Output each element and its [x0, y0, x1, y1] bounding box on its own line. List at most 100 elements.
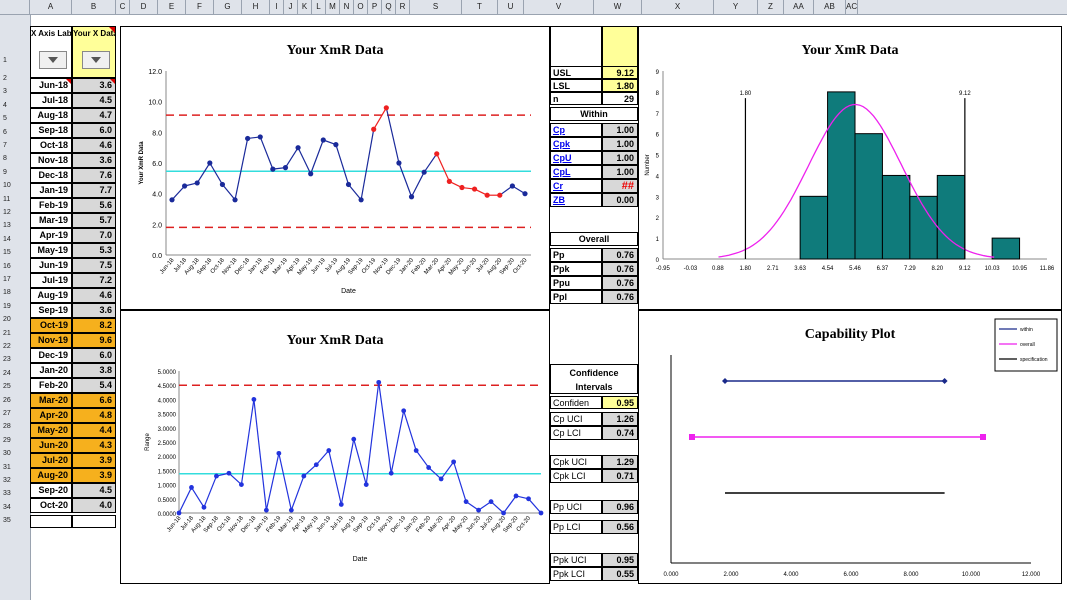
range-chart-panel[interactable]: Your XmR Data 0.0000 0.5000 1.0000 1.5000 2.… [120, 310, 550, 584]
value-cell[interactable]: 6.0 [72, 123, 116, 138]
row-header-33[interactable]: 33 [3, 490, 11, 498]
row-header-24[interactable]: 24 [3, 369, 11, 377]
row-header-13[interactable]: 13 [3, 222, 11, 230]
value-cell[interactable]: 5.7 [72, 213, 116, 228]
date-cell[interactable]: Dec-19 [30, 348, 72, 363]
date-cell[interactable]: Nov-18 [30, 153, 72, 168]
usl-value[interactable]: 9.12 [602, 66, 638, 79]
date-cell[interactable]: May-20 [30, 423, 72, 438]
column-header-N[interactable]: N [340, 0, 354, 14]
date-cell[interactable]: Jun-19 [30, 258, 72, 273]
date-cell[interactable]: Jan-20 [30, 363, 72, 378]
date-cell[interactable]: Jul-20 [30, 453, 72, 468]
date-cell[interactable]: Mar-19 [30, 213, 72, 228]
date-cell[interactable]: Sep-19 [30, 303, 72, 318]
value-cell[interactable]: 5.6 [72, 198, 116, 213]
date-cell[interactable]: Jun-18 [30, 78, 72, 93]
stat-label-cpu[interactable]: CpU [550, 151, 602, 165]
value-cell[interactable]: 3.8 [72, 363, 116, 378]
row-header-29[interactable]: 29 [3, 436, 11, 444]
row-header-31[interactable]: 31 [3, 463, 11, 471]
row-header-26[interactable]: 26 [3, 396, 11, 404]
row-header-7[interactable]: 7 [3, 142, 7, 149]
empty-value-cell[interactable] [72, 515, 116, 528]
value-cell[interactable]: 4.6 [72, 138, 116, 153]
individuals-chart-panel[interactable]: Your XmR Data 0.0 2.0 4.0 6.0 8.0 10.0 12.0 Jun… [120, 26, 550, 310]
row-header-27[interactable]: 27 [3, 410, 11, 417]
date-cell[interactable]: Dec-18 [30, 168, 72, 183]
value-cell[interactable]: 4.5 [72, 93, 116, 108]
date-cell[interactable]: Jul-18 [30, 93, 72, 108]
row-header-34[interactable]: 34 [3, 503, 11, 511]
value-cell[interactable]: 7.0 [72, 228, 116, 243]
row-header-4[interactable]: 4 [3, 101, 7, 109]
column-header-W[interactable]: W [594, 0, 642, 14]
y-data-dropdown-button[interactable] [82, 51, 110, 69]
column-header-AC[interactable]: AC [846, 0, 859, 14]
row-header-5[interactable]: 5 [3, 115, 7, 123]
column-header-V[interactable]: V [524, 0, 594, 14]
column-header-H[interactable]: H [242, 0, 270, 14]
row-header-32[interactable]: 32 [3, 477, 11, 484]
row-header-23[interactable]: 23 [3, 356, 11, 364]
value-cell[interactable]: 3.9 [72, 453, 116, 468]
date-cell[interactable]: Apr-20 [30, 408, 72, 423]
row-header-16[interactable]: 16 [3, 262, 11, 270]
column-header-O[interactable]: O [354, 0, 368, 14]
column-header-Y[interactable]: Y [714, 0, 758, 14]
column-header-X[interactable]: X [642, 0, 714, 14]
date-cell[interactable]: Feb-20 [30, 378, 72, 393]
row-header-10[interactable]: 10 [3, 182, 11, 190]
value-cell[interactable]: 5.4 [72, 378, 116, 393]
histogram-panel[interactable]: Your XmR Data 0 1 2 3 4 5 6 7 8 9 -0.95 -0.03 0.88 1.… [638, 26, 1062, 310]
stat-label-zb[interactable]: ZB [550, 193, 602, 207]
column-header-B[interactable]: B [72, 0, 116, 14]
date-cell[interactable]: Oct-20 [30, 498, 72, 513]
date-cell[interactable]: Jan-19 [30, 183, 72, 198]
column-header-S[interactable]: S [410, 0, 462, 14]
column-header-E[interactable]: E [158, 0, 186, 14]
column-header-AB[interactable]: AB [814, 0, 846, 14]
date-cell[interactable]: Apr-19 [30, 228, 72, 243]
y-data-header[interactable]: Your X Data [72, 26, 116, 78]
row-header-3[interactable]: 3 [3, 88, 7, 96]
value-cell[interactable]: 4.3 [72, 438, 116, 453]
value-cell[interactable]: 4.6 [72, 288, 116, 303]
value-cell[interactable]: 6.6 [72, 393, 116, 408]
value-cell[interactable]: 5.3 [72, 243, 116, 258]
date-cell[interactable]: Jun-20 [30, 438, 72, 453]
column-header-M[interactable]: M [326, 0, 340, 14]
date-cell[interactable]: Aug-19 [30, 288, 72, 303]
column-header-C[interactable]: C [116, 0, 130, 14]
row-header-18[interactable]: 18 [3, 289, 11, 297]
date-cell[interactable]: Aug-20 [30, 468, 72, 483]
value-cell[interactable]: 4.4 [72, 423, 116, 438]
row-header-30[interactable]: 30 [3, 450, 11, 458]
row-header-15[interactable]: 15 [3, 249, 11, 257]
row-header-14[interactable]: 14 [3, 235, 11, 243]
row-header-2[interactable]: 2 [3, 75, 7, 82]
value-cell[interactable]: 4.5 [72, 483, 116, 498]
column-header-L[interactable]: L [312, 0, 326, 14]
row-header-8[interactable]: 8 [3, 155, 7, 163]
stat-label-cr[interactable]: Cr [550, 179, 602, 193]
value-cell[interactable]: 6.0 [72, 348, 116, 363]
column-header-A[interactable]: A [30, 0, 72, 14]
value-cell[interactable]: 4.0 [72, 498, 116, 513]
column-header-AA[interactable]: AA [784, 0, 814, 14]
row-header-20[interactable]: 20 [3, 316, 11, 324]
column-header-I[interactable]: I [270, 0, 284, 14]
stat-label-cpl[interactable]: CpL [550, 165, 602, 179]
date-cell[interactable]: Sep-20 [30, 483, 72, 498]
row-header-9[interactable]: 9 [3, 168, 7, 176]
date-cell[interactable]: Mar-20 [30, 393, 72, 408]
value-cell[interactable]: 4.8 [72, 408, 116, 423]
date-cell[interactable]: Oct-19 [30, 318, 72, 333]
column-header-G[interactable]: G [214, 0, 242, 14]
date-cell[interactable]: Aug-18 [30, 108, 72, 123]
column-header-F[interactable]: F [186, 0, 214, 14]
value-cell[interactable]: 3.6 [72, 153, 116, 168]
value-cell[interactable]: 4.7 [72, 108, 116, 123]
value-cell[interactable]: 9.6 [72, 333, 116, 348]
row-header-35[interactable]: 35 [3, 517, 11, 525]
